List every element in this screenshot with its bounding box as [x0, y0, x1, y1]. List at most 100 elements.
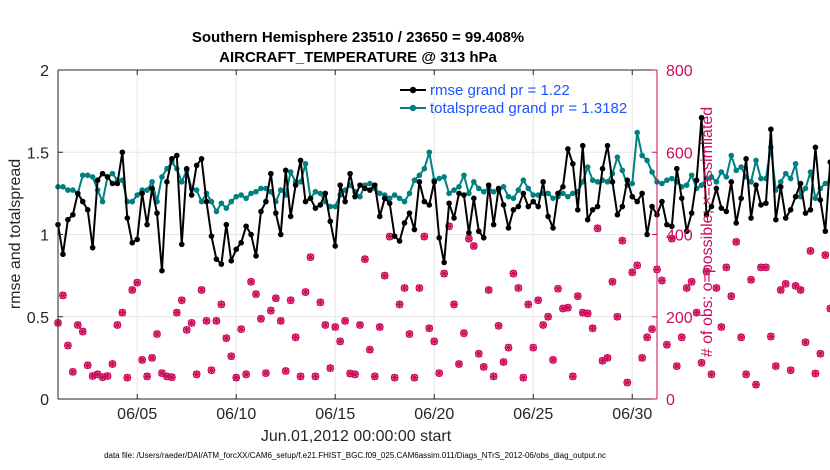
rmse-point — [307, 195, 314, 202]
obs-assimilated-marker — [470, 242, 478, 250]
rmse-point — [297, 157, 304, 164]
obs-assimilated-marker — [717, 323, 725, 331]
totalspread-point — [812, 195, 819, 202]
totalspread-point — [733, 167, 740, 174]
totalspread-point — [787, 175, 794, 182]
rmse-point — [248, 231, 254, 238]
obs-assimilated-marker — [757, 263, 765, 271]
obs-assimilated-marker — [128, 286, 136, 294]
totalspread-point — [312, 188, 319, 195]
obs-assimilated-marker — [801, 338, 810, 346]
rmse-point — [84, 207, 91, 213]
obs-assimilated-marker — [366, 346, 374, 354]
obs-assimilated-marker — [217, 300, 225, 309]
obs-assimilated-marker — [796, 286, 805, 294]
totalspread-point — [277, 187, 284, 193]
obs-assimilated-marker — [84, 361, 92, 369]
rmse-point — [758, 202, 764, 208]
rmse-point — [674, 165, 680, 172]
obs-assimilated-marker — [465, 235, 473, 243]
rmse-point — [475, 228, 482, 235]
rmse-point — [822, 228, 829, 235]
obs-assimilated-marker — [371, 372, 379, 380]
y-tick-label-right: 400 — [666, 228, 693, 245]
obs-assimilated-marker — [777, 286, 785, 294]
obs-assimilated-marker — [59, 291, 67, 299]
obs-assimilated-marker — [405, 330, 414, 338]
obs-assimilated-marker — [529, 343, 537, 352]
totalspread-point — [792, 160, 799, 167]
rmse-point — [827, 159, 830, 165]
obs-count-series — [54, 222, 830, 389]
totalspread-point — [159, 174, 165, 180]
obs-assimilated-marker — [603, 354, 612, 362]
chart-title: Southern Hemisphere 23510 / 23650 = 99.4… — [192, 29, 524, 46]
rmse-point — [401, 220, 408, 226]
rmse-point — [376, 213, 383, 220]
totalspread-point — [589, 177, 596, 184]
totalspread-point — [253, 188, 259, 195]
obs-assimilated-marker — [148, 354, 156, 362]
obs-assimilated-marker — [504, 343, 513, 352]
obs-assimilated-marker — [618, 237, 626, 245]
rmse-point — [733, 220, 740, 226]
obs-assimilated-marker — [633, 261, 641, 269]
rmse-point — [589, 207, 596, 213]
rmse-point — [763, 200, 769, 207]
rmse-point — [75, 190, 81, 197]
obs-assimilated-marker — [306, 253, 315, 261]
rmse-point — [258, 208, 264, 215]
totalspread-point — [475, 185, 482, 192]
rmse-point — [292, 182, 299, 188]
rmse-point — [471, 195, 477, 202]
totalspread-point — [451, 187, 457, 193]
totalspread-point — [664, 177, 670, 184]
totalspread-point — [777, 179, 784, 185]
x-tick-label: 06/15 — [315, 406, 355, 423]
rmse-point — [708, 203, 715, 210]
obs-assimilated-marker — [188, 319, 196, 327]
obs-assimilated-marker — [227, 352, 235, 360]
y-tick-label-right: 800 — [666, 63, 693, 80]
obs-assimilated-marker — [237, 325, 245, 333]
x-tick-label: 06/05 — [117, 406, 157, 423]
obs-assimilated-marker — [455, 360, 463, 368]
obs-assimilated-marker — [499, 358, 508, 366]
obs-assimilated-marker — [494, 322, 503, 330]
obs-assimilated-marker — [589, 324, 597, 332]
obs-assimilated-marker — [593, 224, 602, 232]
rmse-point — [203, 198, 210, 205]
totalspread-point — [317, 190, 324, 197]
obs-assimilated-marker — [252, 290, 260, 298]
obs-assimilated-marker — [752, 381, 760, 389]
rmse-point — [342, 198, 348, 205]
totalspread-point — [614, 154, 621, 160]
obs-assimilated-marker — [490, 372, 498, 380]
obs-assimilated-marker — [673, 362, 681, 370]
obs-assimilated-marker — [321, 321, 329, 329]
obs-assimilated-marker — [336, 337, 344, 346]
legend-rmse-text: rmse grand pr = 1.22 — [430, 82, 570, 99]
rmse-point — [505, 225, 512, 231]
rmse-point — [634, 198, 640, 205]
obs-assimilated-marker — [386, 232, 394, 241]
rmse-point — [381, 195, 388, 202]
obs-assimilated-marker — [267, 306, 275, 315]
totalspread-point — [79, 172, 86, 179]
rmse-point — [782, 215, 789, 221]
rmse-point — [669, 223, 675, 230]
rmse-point — [594, 203, 601, 210]
obs-assimilated-marker — [782, 280, 790, 288]
totalspread-point — [223, 205, 230, 211]
rmse-point — [65, 216, 71, 223]
totalspread-point — [515, 187, 522, 193]
totalspread-point — [243, 195, 249, 202]
rmse-point — [114, 180, 121, 187]
rmse-point — [619, 203, 626, 210]
rmse-point — [743, 156, 749, 162]
obs-assimilated-marker — [207, 366, 216, 374]
rmse-point — [426, 202, 433, 208]
obs-assimilated-marker — [425, 324, 433, 332]
totalspread-point — [461, 172, 467, 179]
footnote: data file: /Users/raeder/DAI/ATM_forcXX/… — [104, 451, 606, 460]
